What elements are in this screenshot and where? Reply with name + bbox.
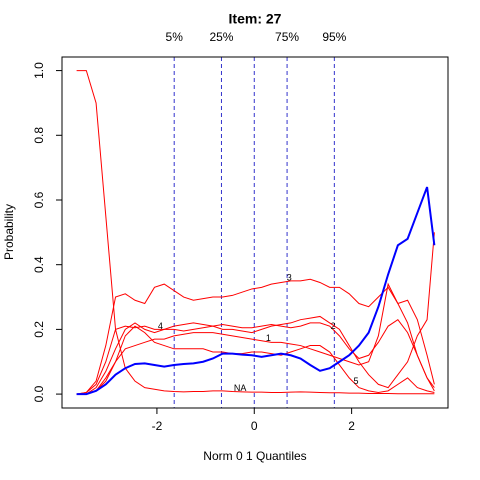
series-line <box>76 325 435 395</box>
y-tick-label: 1.0 <box>32 62 46 79</box>
curve-label: 4 <box>158 321 163 331</box>
curve-label: 3 <box>287 272 292 282</box>
y-axis-label: Probability <box>2 204 16 260</box>
series-line <box>76 70 435 395</box>
curve-label: 1 <box>266 333 271 343</box>
quantile-label: 25% <box>209 30 233 44</box>
curve-label: NA <box>234 383 247 393</box>
x-tick-label: 2 <box>348 419 355 433</box>
x-tick-label: 0 <box>251 419 258 433</box>
curve-label: 2 <box>331 321 336 331</box>
quantile-label: 95% <box>322 30 346 44</box>
y-tick-label: 0.8 <box>32 127 46 144</box>
series-line <box>76 319 435 395</box>
plot-frame <box>61 56 449 409</box>
y-tick-label: 0.0 <box>32 385 46 402</box>
y-tick-label: 0.2 <box>32 321 46 338</box>
series-line <box>76 282 435 395</box>
curve-label: 5 <box>353 376 358 386</box>
quantile-label: 75% <box>275 30 299 44</box>
series-line <box>76 186 436 396</box>
x-tick-label: -2 <box>152 419 163 433</box>
series-line <box>76 278 435 395</box>
y-tick-label: 0.6 <box>32 191 46 208</box>
chart-title: Item: 27 <box>229 11 282 27</box>
x-axis-label: Norm 0 1 Quantiles <box>203 449 306 463</box>
y-tick-label: 0.4 <box>32 256 46 273</box>
quantile-label: 5% <box>166 30 184 44</box>
